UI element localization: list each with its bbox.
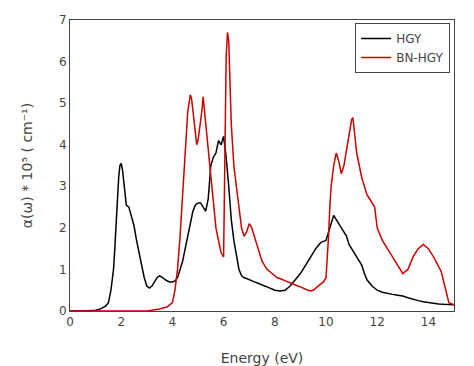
svg-text:6: 6	[59, 55, 67, 69]
svg-text:7: 7	[59, 13, 67, 27]
svg-text:HGY: HGY	[396, 32, 422, 46]
svg-text:Energy (eV): Energy (eV)	[221, 350, 304, 366]
svg-text:14: 14	[421, 315, 436, 329]
svg-text:5: 5	[59, 96, 67, 110]
svg-text:4: 4	[59, 138, 67, 152]
svg-text:10: 10	[318, 315, 333, 329]
svg-text:6: 6	[220, 315, 228, 329]
svg-text:2: 2	[117, 315, 125, 329]
svg-text:0: 0	[66, 315, 74, 329]
svg-text:BN-HGY: BN-HGY	[396, 51, 443, 65]
svg-text:8: 8	[271, 315, 279, 329]
svg-text:12: 12	[370, 315, 385, 329]
svg-text:1: 1	[59, 263, 67, 277]
svg-text:α(ω) * 10⁵ ( cm⁻¹): α(ω) * 10⁵ ( cm⁻¹)	[19, 103, 35, 228]
svg-text:3: 3	[59, 179, 67, 193]
svg-text:0: 0	[59, 304, 67, 318]
svg-text:4: 4	[169, 315, 177, 329]
svg-text:2: 2	[59, 221, 67, 235]
